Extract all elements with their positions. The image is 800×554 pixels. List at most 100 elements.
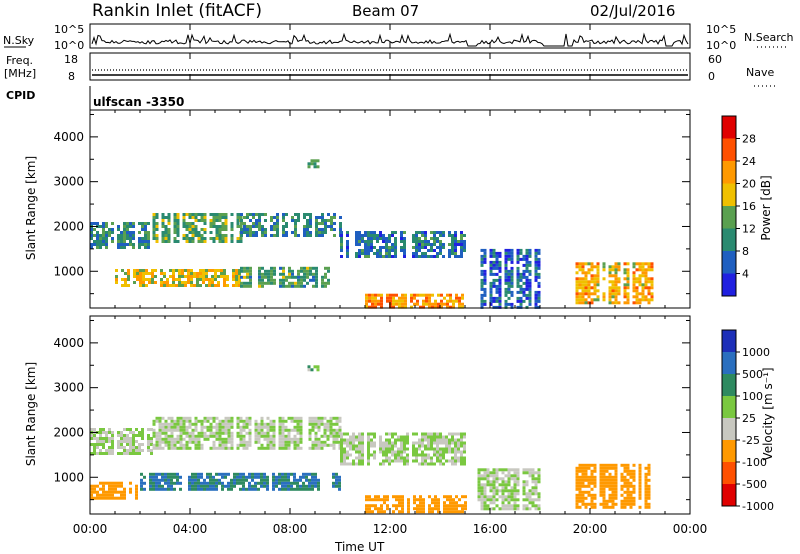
nsearch-tick-top: 10^5 <box>706 23 736 36</box>
velocity-colorbar-segment-4 <box>722 418 736 441</box>
velocity-echo-region-4 <box>90 481 138 500</box>
time-tick-label-2: 08:00 <box>273 522 308 536</box>
time-tick-label-0: 00:00 <box>73 522 108 536</box>
power-colorbar-label: Power [dB] <box>759 175 773 240</box>
power-echo-region-6 <box>365 293 464 309</box>
freq-unit: [MHz] <box>4 67 36 80</box>
time-tick-label-6: 00:00 <box>673 522 708 536</box>
velocity-echo-region-5 <box>365 495 467 514</box>
power-ytick-label-0: 1000 <box>53 264 84 278</box>
beam-title: Beam 07 <box>352 2 419 20</box>
power-echo-region-7 <box>480 248 541 309</box>
velocity-colorbar-segment-2 <box>722 374 736 397</box>
time-tick-label-1: 04:00 <box>173 522 208 536</box>
velocity-colorbar-label: Velocity [m s⁻¹] <box>761 367 775 460</box>
power-colorbar-tick-1: 24 <box>742 155 756 168</box>
power-echo-region-3 <box>340 231 466 258</box>
velocity-colorbar-tick-3: 25 <box>742 412 756 425</box>
velocity-colorbar-tick-2: 100 <box>742 390 763 403</box>
nsky-tick-bottom: 10^0 <box>54 39 84 52</box>
nsky-label: N.Sky <box>3 34 35 47</box>
velocity-colorbar-segment-5 <box>722 440 736 463</box>
power-panel: 1000 2000 3000 4000 Slant Range [km] 28 24 20… <box>24 109 773 309</box>
power-colorbar-segment-6 <box>722 251 736 274</box>
power-colorbar-segment-0 <box>722 116 736 139</box>
power-echo-region-2 <box>240 213 342 237</box>
velocity-colorbar-tick-0: 1000 <box>742 346 770 359</box>
nsky-tick-top: 10^5 <box>54 23 84 36</box>
nsky-series-line <box>91 32 689 47</box>
power-colorbar-tick-4: 12 <box>742 223 756 236</box>
velocity-colorbar: 1000 500 100 25 -25 -100 -500 -1000 <box>721 329 774 513</box>
velocity-echo-region-7 <box>477 468 541 511</box>
velocity-colorbar-tick-1: 500 <box>742 368 763 381</box>
nsearch-label: N.Search <box>744 31 794 44</box>
power-colorbar-tick-3: 16 <box>742 200 756 213</box>
freq-tick-bottom: 8 <box>68 70 75 83</box>
power-echo-region-0 <box>90 222 150 249</box>
date-title: 02/Jul/2016 <box>590 2 675 20</box>
velocity-ytick-label-1: 2000 <box>53 425 84 439</box>
velocity-panel: 1000 2000 3000 4000 Slant Range [km] 1000 50… <box>24 315 775 515</box>
power-colorbar-tick-2: 20 <box>742 178 756 191</box>
power-echo-region-5 <box>240 266 330 288</box>
velocity-echo-region-1 <box>152 416 342 450</box>
power-y-axis: 1000 2000 3000 4000 <box>53 113 690 295</box>
velocity-echo-region-6 <box>575 463 651 509</box>
velocity-ytick-label-0: 1000 <box>53 470 84 484</box>
velocity-colorbar-segment-0 <box>722 330 736 353</box>
power-colorbar-segment-3 <box>722 183 736 207</box>
velocity-ylabel: Slant Range [km] <box>24 362 38 466</box>
nave-tick-bottom: 0 <box>708 70 715 83</box>
power-colorbar: 28 24 20 16 12 8 4 <box>721 115 756 297</box>
velocity-echo-region-3 <box>140 472 341 491</box>
power-ylabel: Slant Range [km] <box>24 156 38 260</box>
time-axis-label: Time UT <box>334 540 385 554</box>
time-tick-label-3: 12:00 <box>373 522 408 536</box>
velocity-colorbar-tick-7: -1000 <box>742 500 774 513</box>
velocity-ytick-label-3: 4000 <box>53 336 84 350</box>
power-ytick-label-3: 4000 <box>53 130 84 144</box>
velocity-colorbar-segment-6 <box>722 462 736 485</box>
velocity-colorbar-segment-7 <box>722 484 736 507</box>
velocity-echo-region-0 <box>90 428 153 455</box>
power-colorbar-tick-5: 8 <box>742 245 749 258</box>
power-echo-region-4 <box>115 269 241 287</box>
power-colorbar-segment-4 <box>722 206 736 229</box>
nave-label: Nave <box>746 66 774 79</box>
velocity-y-axis: 1000 2000 3000 4000 <box>53 319 690 501</box>
nave-tick-top: 60 <box>708 53 722 66</box>
power-ytick-label-2: 3000 <box>53 175 84 189</box>
cpid-label: CPID <box>6 89 35 102</box>
power-colorbar-segment-7 <box>722 273 736 297</box>
time-axis: 00:00 04:00 08:00 12:00 16:00 20:00 00:00 <box>73 24 708 536</box>
power-colorbar-tick-6: 4 <box>742 268 749 281</box>
power-ytick-label-1: 2000 <box>53 219 84 233</box>
power-colorbar-segment-5 <box>722 228 736 252</box>
cpid-value: ulfscan -3350 <box>93 95 184 109</box>
power-colorbar-segment-2 <box>722 161 736 184</box>
power-echo-region-8 <box>575 262 654 305</box>
velocity-colorbar-segment-1 <box>722 352 736 375</box>
velocity-echoes <box>90 365 651 514</box>
time-tick-label-5: 20:00 <box>573 522 608 536</box>
freq-label: Freq. <box>6 54 33 67</box>
velocity-echo-region-2 <box>340 432 466 466</box>
velocity-colorbar-tick-4: -25 <box>742 434 760 447</box>
power-colorbar-segment-1 <box>722 138 736 162</box>
velocity-ytick-label-2: 3000 <box>53 381 84 395</box>
power-echo-region-1 <box>152 213 243 243</box>
power-echoes <box>90 159 654 309</box>
nsearch-tick-bottom: 10^0 <box>706 39 736 52</box>
freq-tick-top: 18 <box>64 53 78 66</box>
nsky-panel: N.Sky 10^5 10^0 10^5 10^0 N.Search <box>3 23 794 52</box>
time-tick-label-4: 16:00 <box>473 522 508 536</box>
power-colorbar-tick-0: 28 <box>742 133 756 146</box>
velocity-echo-region-8 <box>307 365 320 372</box>
station-title: Rankin Inlet (fitACF) <box>92 1 262 21</box>
power-echo-region-9 <box>307 159 320 169</box>
velocity-colorbar-tick-5: -100 <box>742 456 767 469</box>
velocity-colorbar-segment-3 <box>722 396 736 419</box>
velocity-colorbar-tick-6: -500 <box>742 478 767 491</box>
